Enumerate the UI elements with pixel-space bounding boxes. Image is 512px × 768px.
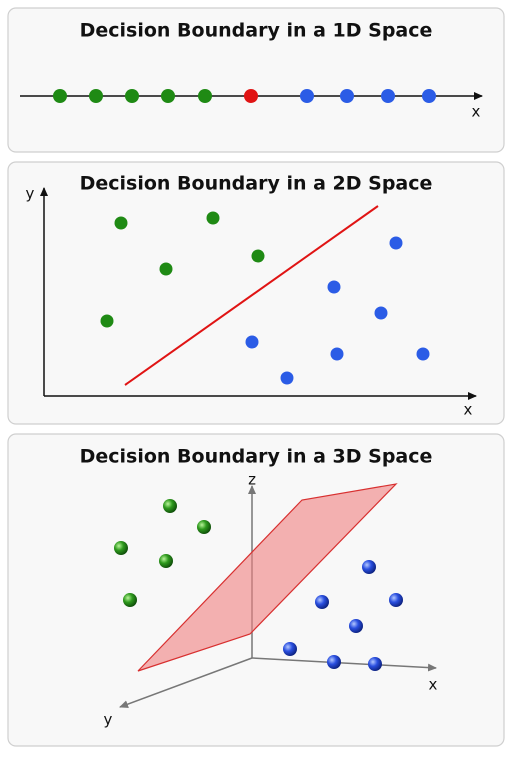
points [283,560,403,671]
axis-label: x [472,103,481,121]
axis-label: z [248,471,256,489]
panel-title: Decision Boundary in a 1D Space [80,20,433,42]
points [100,211,265,328]
axis-label: y [26,185,35,203]
boundary-plane [137,483,398,672]
x-axis [251,657,437,672]
y-axis [119,657,253,708]
axis-label: y [104,711,113,729]
axis-label: x [429,676,438,694]
points [53,89,436,103]
panel-title: Decision Boundary in a 3D Space [80,446,433,468]
axis-label: x [464,401,473,419]
boundary-line [124,205,379,386]
points [114,499,211,607]
panel [7,7,505,153]
points [245,236,430,385]
panel-title: Decision Boundary in a 2D Space [80,173,433,195]
